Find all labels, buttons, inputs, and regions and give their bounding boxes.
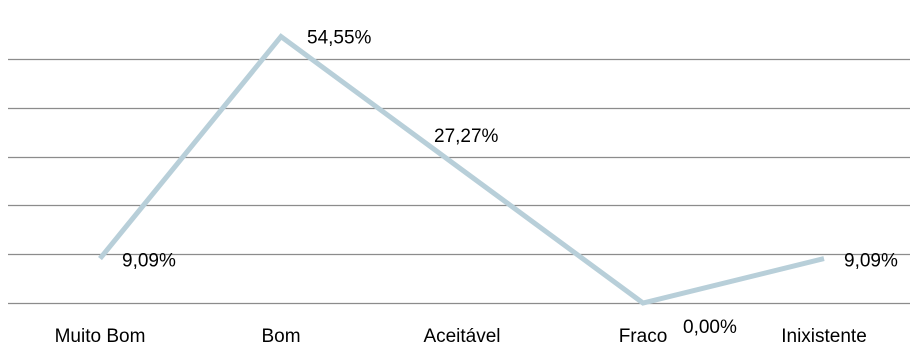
series-line (98, 33, 825, 306)
data-label: 54,55% (307, 28, 372, 49)
data-label: 0,00% (683, 317, 737, 338)
data-label: 9,09% (122, 251, 176, 272)
category-label: Aceitável (423, 326, 500, 347)
data-labels: 9,09% 54,55% 27,27% 0,00% 9,09% (122, 28, 898, 338)
data-label: 27,27% (434, 126, 499, 147)
gridlines (8, 58, 910, 305)
category-label: Bom (261, 326, 300, 347)
category-label: Inixistente (781, 326, 867, 347)
category-labels: Muito Bom Bom Aceitável Fraco Inixistente (55, 326, 867, 347)
category-label: Muito Bom (55, 326, 146, 347)
category-label: Fraco (619, 326, 668, 347)
data-label: 9,09% (844, 251, 898, 272)
